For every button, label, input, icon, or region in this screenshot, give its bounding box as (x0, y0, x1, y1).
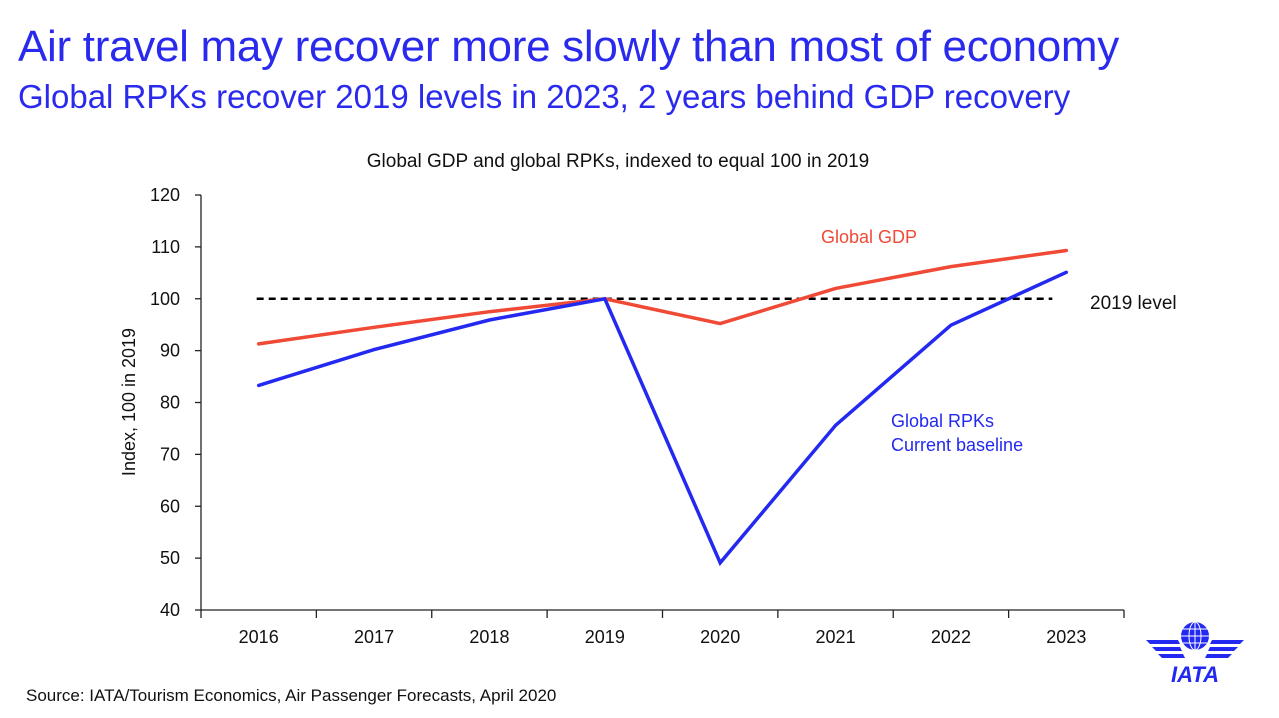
y-tick-label: 90 (160, 341, 180, 361)
x-tick-label: 2017 (354, 627, 394, 647)
y-tick-label: 40 (160, 600, 180, 620)
reference-line-group: 2019 level (256, 293, 1177, 314)
x-tick-label: 2020 (700, 627, 740, 647)
rpk-line (256, 270, 1069, 567)
y-tick-label: 120 (150, 185, 180, 205)
iata-logo-icon: IATA (1146, 621, 1244, 687)
axes: 40 50 60 70 80 90 100 110 120 2016 2017 2018 2019 202… (150, 185, 1125, 647)
y-tick-label: 110 (151, 237, 180, 257)
y-tick-label: 80 (160, 393, 180, 413)
x-tick-label: 2016 (239, 627, 279, 647)
x-tick-label: 2022 (931, 627, 971, 647)
y-tick-label: 100 (150, 289, 180, 309)
slide-subtitle: Global RPKs recover 2019 levels in 2023,… (18, 78, 1071, 115)
series-group (256, 248, 1069, 567)
gdp-line (256, 248, 1069, 346)
x-tick-label: 2023 (1046, 627, 1086, 647)
slide-title: Air travel may recover more slowly than … (18, 22, 1119, 71)
x-tick-label: 2021 (816, 627, 856, 647)
series-labels: Global GDP Global RPKs Current baseline (821, 227, 1023, 455)
y-tick-label: 50 (160, 548, 180, 568)
x-tick-label: 2018 (469, 627, 509, 647)
source-note: Source: IATA/Tourism Economics, Air Pass… (26, 686, 557, 705)
reference-line-label: 2019 level (1090, 293, 1177, 314)
iata-logo-text: IATA (1171, 662, 1219, 687)
y-tick-label: 60 (160, 496, 180, 516)
series-label-line: Global GDP (821, 227, 917, 247)
y-tick-label: 70 (160, 444, 180, 464)
x-tick-label: 2019 (585, 627, 625, 647)
series-label-line: Global RPKs (891, 411, 994, 431)
rpk-series-label: Global RPKs Current baseline (891, 411, 1023, 455)
series-label-line: Current baseline (891, 435, 1023, 455)
gdp-series-label: Global GDP (821, 227, 917, 247)
y-axis-label: Index, 100 in 2019 (119, 328, 139, 476)
chart-title: Global GDP and global RPKs, indexed to e… (367, 151, 869, 172)
